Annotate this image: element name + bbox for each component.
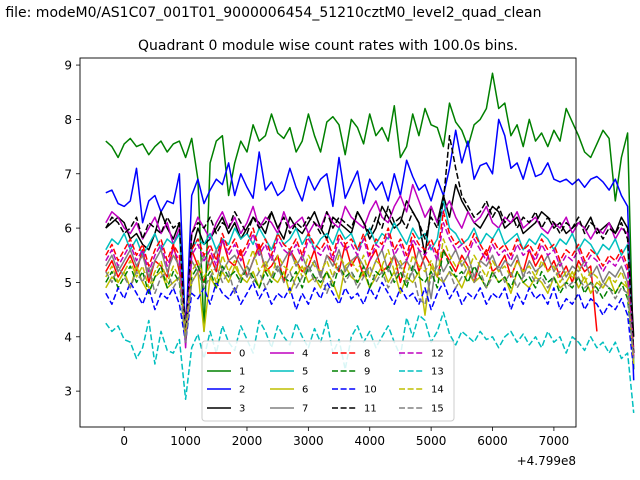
series-layer [105, 72, 635, 413]
x-axis-offset-label: +4.799e8 [517, 454, 576, 468]
series-line-10 [105, 281, 635, 370]
chart-title: Quadrant 0 module wise count rates with … [138, 38, 518, 54]
x-tick-label: 5000 [416, 434, 447, 448]
legend-label-14: 14 [431, 385, 444, 396]
legend-label-11: 11 [364, 404, 377, 415]
legend-label-2: 2 [239, 385, 245, 396]
y-tick-label: 6 [64, 222, 72, 236]
y-tick-label: 7 [64, 167, 72, 181]
x-tick-label: 7000 [539, 434, 570, 448]
legend-label-4: 4 [302, 349, 308, 360]
x-tick-label: 3000 [293, 434, 324, 448]
series-line-12 [105, 221, 635, 359]
series-line-13 [105, 311, 635, 413]
axes-frame [79, 57, 577, 428]
series-line-14 [105, 238, 635, 365]
legend-label-12: 12 [431, 349, 444, 360]
legend-label-7: 7 [302, 404, 308, 415]
legend-label-8: 8 [364, 349, 370, 360]
figure-suptitle: n file: modeM0/AS1C07_001T01_9000006454_… [0, 5, 541, 21]
legend-label-1: 1 [239, 367, 245, 378]
y-tick-label: 4 [64, 330, 72, 344]
x-tick-label: 4000 [354, 434, 385, 448]
series-line-8 [105, 211, 635, 354]
series-line-1 [105, 72, 635, 370]
x-tick-label: 6000 [477, 434, 508, 448]
series-line-11 [105, 134, 635, 354]
x-tick-label: 0 [120, 434, 128, 448]
series-line-2 [105, 118, 635, 381]
legend-label-15: 15 [431, 404, 444, 415]
y-axis: 3 4 5 6 7 8 9 [64, 59, 80, 399]
y-tick-label: 9 [64, 59, 72, 73]
legend-label-5: 5 [302, 367, 308, 378]
x-tick-label: 2000 [232, 434, 263, 448]
x-axis: 0 1000 2000 3000 4000 5000 6000 7000 [120, 427, 569, 448]
y-tick-label: 3 [64, 385, 72, 399]
legend-label-0: 0 [239, 349, 245, 360]
series-line-9 [105, 249, 635, 359]
legend-label-6: 6 [302, 385, 308, 396]
legend-label-3: 3 [239, 404, 245, 415]
legend-label-13: 13 [431, 367, 444, 378]
legend-box [201, 340, 455, 422]
series-line-15 [105, 265, 635, 359]
series-line-4 [105, 183, 635, 359]
legend-label-10: 10 [364, 385, 377, 396]
x-tick-label: 1000 [170, 434, 201, 448]
legend-label-9: 9 [364, 367, 370, 378]
y-tick-label: 8 [64, 113, 72, 127]
series-line-3 [105, 183, 635, 343]
y-tick-label: 5 [64, 276, 72, 290]
